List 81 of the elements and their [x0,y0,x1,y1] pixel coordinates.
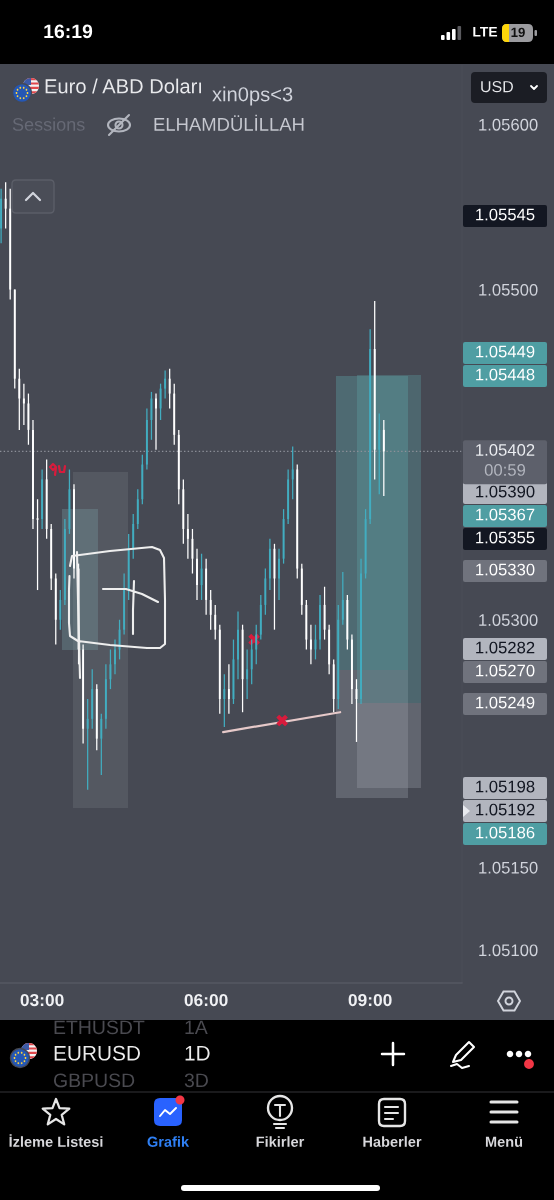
candlestick [341,571,344,626]
candlestick [164,369,167,400]
text: 19 [511,27,525,38]
candlestick [73,483,75,580]
text: Euro / ABD Doları [45,78,202,94]
candlestick [278,548,280,601]
text: 00:59 [484,464,526,476]
text: 1.05186 [476,826,535,839]
y-tick-label: 1.05300 [479,614,538,626]
text: 1.05448 [476,368,535,381]
y-tick-label: 1.05100 [479,944,538,957]
candlestick [382,419,385,497]
candlestick [255,624,258,665]
x-tick-label: 06:00 [184,993,228,1007]
candlestick [159,383,162,421]
candlestick [209,589,212,631]
candlestick [246,648,249,700]
text: 1.05249 [476,696,535,709]
candlestick [150,391,153,441]
text: ETHUSDT [54,1020,145,1035]
text: Haberler [363,1136,422,1147]
candlestick [223,673,226,728]
candlestick [86,698,89,791]
text: 1.05390 [476,485,535,498]
candlestick [323,586,326,641]
candlestick [186,513,189,560]
candlestick [68,468,71,535]
y-tick-label: 1.05500 [479,283,538,296]
text: Menü [485,1136,523,1147]
candlestick [27,392,30,446]
annotation: ELHAMDÜLİLLAH [154,114,304,131]
candlestick [378,412,381,495]
candlestick [319,594,321,651]
text: 1.05545 [476,208,535,221]
text: 3D [184,1073,208,1088]
candlestick [168,368,171,410]
text: 1.05449 [476,345,535,358]
candlestick [309,624,312,665]
text: EURUSD [54,1045,140,1061]
x-tick-label: 09:00 [348,993,392,1007]
candlestick [196,548,198,601]
text: 1A [185,1020,208,1035]
candlestick [364,508,367,580]
candlestick [18,368,21,431]
text: Grafik [147,1136,190,1147]
text: Fikirler [256,1136,305,1147]
candlestick [227,663,230,715]
candlestick [282,508,285,565]
candlestick [291,445,294,500]
text: 1.05367 [476,508,535,521]
candlestick [191,528,194,575]
text: 1.05330 [476,563,535,576]
text: 1.05355 [476,531,535,544]
text: USD [481,80,513,93]
candlestick [250,638,253,685]
candlestick [214,604,217,641]
candlestick [109,648,112,690]
candlestick [237,610,239,680]
candlestick [155,392,157,451]
text: 1.05270 [476,664,535,677]
y-tick-label: 1.05600 [479,118,538,131]
text: 1.05198 [476,780,535,793]
candlestick [100,713,103,776]
candlestick [241,624,244,713]
candlestick [4,181,7,230]
candlestick [59,589,62,631]
text: LTE [473,27,498,37]
candlestick [360,558,362,705]
text: 1D [185,1046,210,1061]
candlestick [200,553,203,601]
candlestick [114,638,116,675]
text: 1.05282 [476,641,535,654]
x-tick-label: 03:00 [20,993,64,1007]
text: 1.05192 [476,803,535,816]
annotation: xin0ps<3 [212,86,293,106]
ref-line-label: 1.05402 [476,444,535,456]
y-tick-label: 1.05150 [479,861,538,874]
text: İzleme Listesi [9,1134,103,1147]
candlestick [32,419,34,530]
text: GBPUSD [53,1073,135,1088]
text: 16:19 [44,24,93,39]
